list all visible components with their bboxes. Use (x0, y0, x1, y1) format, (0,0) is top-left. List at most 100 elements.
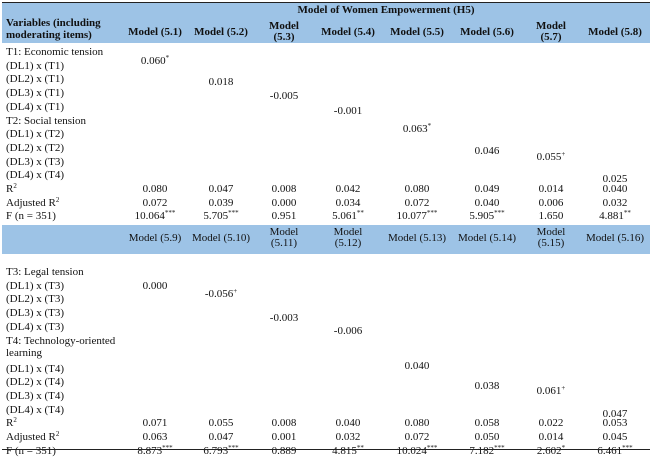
table-row: (DL4) x (T4) 0.025 (2, 169, 650, 186)
value-cell: 0.055 (208, 417, 234, 430)
row-label: Adjusted R2 (6, 430, 60, 444)
model-header: Model (5.15) (536, 226, 566, 249)
table-title: Model of Women Empowerment (H5) (297, 4, 475, 16)
row-label: T3: Legal tension (6, 266, 84, 278)
value-cell: 0.001 (271, 431, 297, 443)
value-cell: 0.049 (474, 183, 500, 195)
value-cell: 0.071 (142, 417, 168, 430)
model-header: Model (5.16) (585, 232, 645, 244)
model-header: Model (5.5) (390, 26, 444, 38)
value-cell: 0.008 (271, 417, 297, 430)
header-part1: Model of Women Empowerment (H5) Variable… (2, 3, 650, 43)
value-cell: 1.650 (538, 210, 564, 223)
table-row: F (n = 351) 10.064*** 5.705*** 0.951 5.061**… (2, 210, 650, 224)
row-label: (DL3) x (T3) (6, 307, 65, 320)
model-header: Model (5.2) (194, 26, 248, 38)
table-row: (DL1) x (T3) 0.000 (2, 280, 650, 294)
table-row: Adjusted R2 0.063 0.047 0.001 0.032 0.072 0.05… (2, 431, 650, 445)
table-row: R2 0.071 0.055 0.008 0.040 0.080 0.058 0.022 0.0… (2, 417, 650, 431)
table-row: (DL2) x (T1) 0.018 (2, 73, 650, 88)
table-row: F (n = 351) 8.873*** 6.793*** 0.889 4.815** 1… (2, 444, 650, 458)
value-cell: 0.038 (474, 380, 500, 393)
value-cell: 0.032 (602, 196, 628, 209)
row-label: (DL1) x (T2) (6, 128, 65, 141)
value-cell: 0.058 (474, 417, 500, 430)
row-label: T4: Technology-oriented learning (6, 334, 116, 359)
value-cell: 5.705*** (203, 209, 239, 223)
value-cell: 0.951 (271, 210, 297, 223)
model-header: Model (5.8) (588, 26, 642, 38)
model-header: Model (5.10) (191, 232, 251, 244)
table-row: (DL2) x (T2) 0.046 (2, 141, 650, 157)
table-row: (DL1) x (T4) 0.040 (2, 359, 650, 377)
row-label: R2 (6, 416, 17, 430)
value-cell: 0.039 (208, 196, 234, 209)
row-label: (DL4) x (T4) (6, 169, 65, 182)
model-header: Model (5.6) (460, 26, 514, 38)
value-cell: 0.080 (404, 183, 430, 195)
row-label: (DL1) x (T3) (6, 279, 65, 292)
row-label: (DL2) x (T4) (6, 376, 65, 389)
value-cell: 0.063* (402, 122, 432, 136)
value-cell: 0.040 (335, 417, 361, 430)
value-cell: 4.881** (599, 209, 631, 223)
row-label: (DL1) x (T4) (6, 362, 65, 375)
value-cell: 0.080 (142, 183, 168, 195)
model-header: Model (5.3) (269, 20, 299, 43)
table-row: T1: Economic tension (2, 46, 650, 60)
value-cell: 0.000 (142, 279, 168, 292)
row-label: (DL4) x (T4) (6, 403, 65, 416)
value-cell: 0.080 (404, 417, 430, 430)
row-label: (DL2) x (T3) (6, 293, 65, 306)
value-cell: 0.063 (142, 431, 168, 443)
value-cell: 0.047 (208, 431, 234, 443)
row-label: (DL1) x (T1) (6, 59, 65, 72)
value-cell: 0.040 (474, 196, 500, 209)
value-cell: 0.072 (404, 431, 430, 443)
table-row: Adjusted R2 0.072 0.039 0.000 0.034 0.072 0.04… (2, 196, 650, 211)
table-row: (DL3) x (T3) 0.055+ (2, 150, 650, 170)
value-cell: 5.061** (332, 209, 364, 223)
variables-column-header: Variables (including moderating items) (6, 17, 101, 41)
row-label: (DL2) x (T2) (6, 141, 65, 154)
value-cell: 0.025 (602, 173, 628, 186)
table-row: T4: Technology-oriented learning (2, 335, 650, 363)
value-cell: 0.022 (538, 417, 564, 430)
value-cell: 10.077*** (396, 209, 438, 223)
value-cell: 0.045 (602, 431, 628, 443)
row-label: (DL4) x (T3) (6, 320, 65, 333)
table-row: (DL1) x (T2) 0.063* (2, 123, 650, 142)
value-cell: 0.014 (538, 431, 564, 443)
table-row: (DL3) x (T4) 0.061+ (2, 384, 650, 404)
bottom-rule (2, 449, 650, 450)
value-cell: 0.046 (474, 144, 500, 157)
top-rule (2, 2, 650, 3)
row-label: F (n = 351) (6, 210, 56, 223)
model-header: Model (5.13) (387, 232, 447, 244)
row-label: (DL3) x (T4) (6, 389, 65, 402)
model-header: Model (5.9) (128, 232, 182, 244)
value-cell: 0.006 (538, 196, 564, 209)
table-row: (DL3) x (T3) -0.003 (2, 307, 650, 325)
value-cell: 0.008 (271, 183, 297, 195)
value-cell: -0.001 (333, 104, 363, 117)
value-cell: 0.055+ (536, 149, 566, 163)
model-header: Model (5.11) (269, 226, 299, 249)
table-row: (DL2) x (T4) 0.038 (2, 376, 650, 393)
value-cell: -0.003 (269, 312, 299, 325)
value-cell: 0.072 (404, 196, 430, 209)
table-row: (DL4) x (T1) -0.001 (2, 101, 650, 117)
model-header: Model (5.7) (536, 20, 566, 43)
table-row: (DL1) x (T1) 0.060* (2, 54, 650, 74)
row-label: T1: Economic tension (6, 46, 104, 58)
value-cell: -0.006 (333, 324, 363, 337)
model-header: Model (5.14) (457, 232, 517, 244)
value-cell: 0.040 (602, 183, 628, 195)
value-cell: 0.060* (140, 53, 170, 67)
value-cell: 0.000 (271, 196, 297, 209)
value-cell: 0.034 (335, 196, 361, 209)
table-row: T2: Social tension (2, 115, 650, 129)
value-cell: 0.040 (404, 359, 430, 372)
table-row: T3: Legal tension (2, 266, 650, 280)
table-row: (DL3) x (T1) -0.005 (2, 87, 650, 102)
